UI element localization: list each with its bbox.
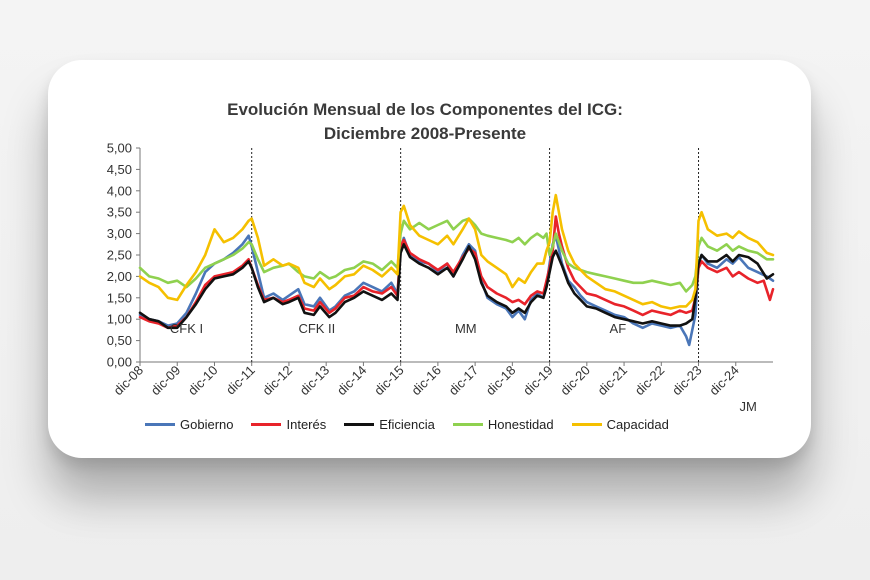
x-tick-label: dic-11: [223, 363, 258, 398]
legend-item: Gobierno: [145, 414, 233, 434]
y-tick-label: 1,00: [107, 312, 132, 327]
legend-swatch: [571, 422, 602, 426]
x-tick-label: dic-19: [520, 363, 556, 399]
x-tick-label: dic-24: [706, 363, 742, 399]
legend-item: Capacidad: [571, 414, 669, 434]
x-tick-label: dic-16: [408, 363, 444, 399]
chart-title-block: Evolución Mensual de los Componentes del…: [140, 98, 710, 146]
period-label: AF: [610, 321, 627, 336]
x-tick-label: dic-20: [557, 363, 593, 399]
legend-label: Capacidad: [606, 416, 669, 432]
legend-item: Honestidad: [452, 414, 554, 434]
x-tick-label: dic-15: [371, 363, 407, 399]
y-tick-label: 0,50: [107, 333, 132, 348]
y-tick-label: 4,00: [107, 183, 132, 198]
period-label: JM: [740, 399, 757, 414]
legend-swatch: [145, 422, 175, 426]
legend-label: Gobierno: [180, 416, 234, 432]
y-tick-label: 3,50: [107, 205, 132, 220]
x-tick-label: dic-17: [446, 363, 482, 399]
chart-legend: Gobierno Interés Eficiencia Honestidad Capac…: [145, 414, 669, 434]
x-tick-label: dic-13: [297, 363, 333, 399]
period-label: CFK II: [298, 321, 335, 336]
x-tick-label: dic-21: [595, 363, 631, 399]
legend-swatch: [452, 422, 483, 426]
legend-item: Interés: [251, 414, 326, 434]
legend-label: Honestidad: [487, 416, 554, 432]
series-line-honestidad: [138, 217, 775, 293]
y-tick-label: 1,50: [107, 290, 132, 305]
y-tick-label: 0,00: [107, 355, 132, 370]
chart-card: [48, 60, 811, 458]
y-tick-label: 2,50: [107, 248, 132, 263]
legend-item: Eficiencia: [344, 414, 435, 434]
period-label: MM: [455, 321, 477, 336]
y-tick-label: 3,00: [107, 226, 132, 241]
series-line-eficiencia: [138, 243, 775, 330]
x-tick-label: dic-09: [148, 363, 184, 399]
x-tick-label: dic-23: [669, 363, 705, 399]
legend-label: Eficiencia: [379, 416, 435, 432]
chart-title: Evolución Mensual de los Componentes del…: [227, 100, 623, 119]
legend-swatch: [251, 422, 282, 426]
x-tick-label: dic-12: [259, 363, 295, 399]
x-tick-label: dic-14: [334, 363, 370, 399]
legend-label: Interés: [286, 416, 327, 432]
period-label: CFK I: [170, 321, 203, 336]
x-tick-label: dic-18: [483, 363, 519, 399]
y-tick-label: 2,00: [107, 269, 132, 284]
legend-swatch: [344, 422, 375, 426]
y-tick-label: 5,00: [107, 141, 132, 156]
series-line-capacidad: [138, 193, 775, 310]
x-tick-label: dic-10: [185, 363, 221, 399]
y-tick-label: 4,50: [107, 162, 132, 177]
x-tick-label: dic-22: [632, 363, 668, 399]
chart-subtitle: Diciembre 2008-Presente: [323, 124, 527, 143]
